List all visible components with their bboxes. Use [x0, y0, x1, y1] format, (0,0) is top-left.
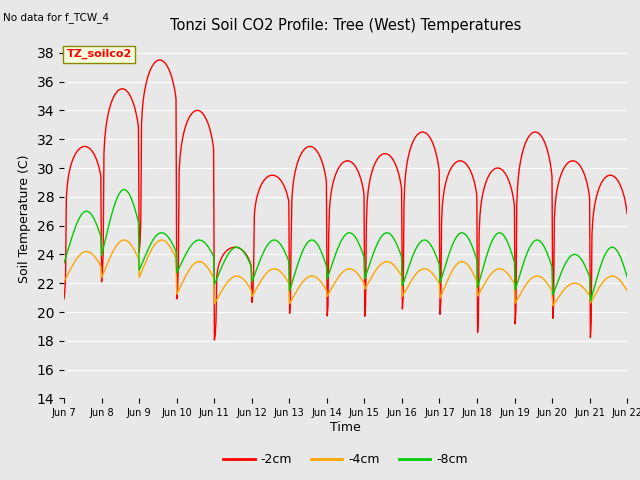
-8cm — [586, 299, 594, 304]
-2cm — [211, 337, 218, 343]
-2cm — [128, 97, 136, 103]
-2cm — [70, 154, 78, 159]
-4cm — [431, 274, 439, 280]
-2cm — [186, 113, 194, 119]
Line: -8cm: -8cm — [64, 190, 627, 301]
Line: -2cm: -2cm — [64, 60, 627, 340]
-2cm — [217, 257, 225, 263]
-2cm — [432, 151, 440, 156]
-2cm — [416, 130, 424, 136]
-4cm — [120, 237, 128, 243]
-8cm — [186, 244, 194, 250]
-8cm — [623, 274, 631, 280]
Line: -4cm: -4cm — [64, 240, 627, 306]
-8cm — [70, 228, 78, 233]
-4cm — [216, 291, 224, 297]
Title: Tonzi Soil CO2 Profile: Tree (West) Temperatures: Tonzi Soil CO2 Profile: Tree (West) Temp… — [170, 18, 522, 33]
-4cm — [549, 303, 557, 309]
X-axis label: Time: Time — [330, 421, 361, 434]
-4cm — [70, 260, 78, 265]
-8cm — [129, 200, 137, 206]
-8cm — [415, 241, 422, 247]
-4cm — [129, 245, 137, 251]
-2cm — [156, 57, 163, 63]
-8cm — [60, 260, 68, 266]
-8cm — [216, 268, 224, 274]
Text: TZ_soilco2: TZ_soilco2 — [67, 49, 132, 60]
Y-axis label: Soil Temperature (C): Soil Temperature (C) — [18, 154, 31, 283]
-4cm — [186, 265, 194, 271]
-4cm — [623, 288, 631, 294]
Legend: -2cm, -4cm, -8cm: -2cm, -4cm, -8cm — [218, 448, 473, 471]
-2cm — [623, 211, 631, 217]
-8cm — [120, 187, 128, 192]
-2cm — [60, 296, 68, 302]
Text: No data for f_TCW_4: No data for f_TCW_4 — [3, 12, 109, 23]
-8cm — [431, 251, 439, 257]
-4cm — [60, 279, 68, 285]
-4cm — [415, 268, 422, 274]
